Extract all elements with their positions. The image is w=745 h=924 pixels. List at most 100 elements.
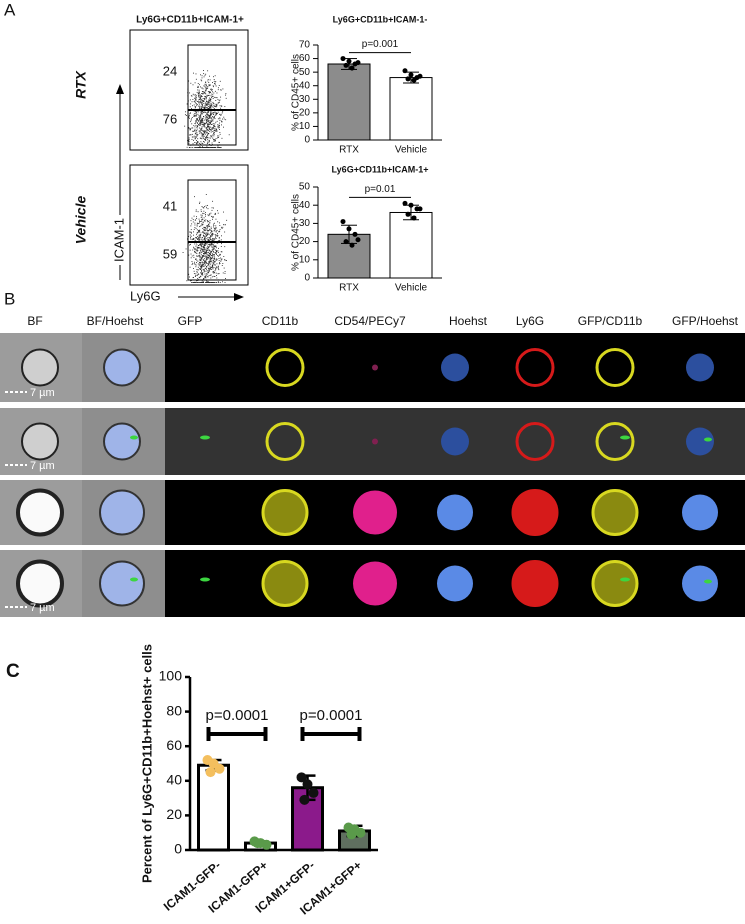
event-dot — [195, 96, 197, 98]
event-dot — [198, 103, 200, 105]
event-dot — [188, 80, 190, 82]
event-dot — [197, 120, 199, 122]
event-dot — [191, 133, 193, 135]
event-dot — [214, 212, 216, 214]
event-dot — [205, 253, 207, 254]
event-dot — [211, 111, 213, 113]
event-dot — [208, 126, 210, 128]
event-dot — [213, 223, 214, 225]
event-dot — [205, 235, 207, 237]
event-dot — [221, 120, 222, 122]
event-dot — [200, 132, 202, 134]
p-value: p=0.01 — [365, 184, 396, 195]
event-dot — [215, 272, 217, 274]
event-dot — [213, 105, 215, 106]
event-dot — [188, 273, 190, 275]
event-dot — [193, 104, 195, 106]
event-dot — [196, 103, 198, 105]
event-dot — [192, 262, 193, 264]
cell — [16, 559, 64, 608]
event-dot — [213, 117, 215, 118]
event-dot — [213, 230, 215, 232]
data-point — [408, 72, 414, 78]
event-dot — [196, 222, 198, 224]
event-dot — [198, 246, 200, 248]
event-dot — [195, 142, 197, 144]
event-dot — [198, 231, 200, 233]
event-dot — [199, 229, 201, 231]
event-dot — [193, 231, 194, 233]
event-dot — [200, 119, 202, 121]
event-dot — [212, 256, 214, 258]
event-dot — [203, 258, 205, 260]
event-dot — [208, 282, 210, 283]
data-point — [349, 242, 355, 248]
event-dot — [206, 225, 208, 227]
event-dot — [219, 133, 221, 135]
event-dot — [212, 120, 214, 122]
event-dot — [208, 245, 210, 247]
event-dot — [207, 94, 209, 96]
event-dot — [212, 91, 213, 93]
scale-bar-label: 7 µm — [30, 387, 55, 399]
event-dot — [203, 131, 204, 133]
cell — [591, 560, 639, 607]
event-dot — [189, 234, 191, 236]
event-dot — [197, 237, 199, 239]
quadrant-percent: 41 — [163, 198, 177, 213]
event-dot — [213, 132, 215, 134]
event-dot — [208, 215, 210, 217]
event-dot — [213, 272, 215, 274]
cell — [261, 489, 309, 536]
arrowhead — [234, 293, 244, 301]
event-dot — [198, 115, 200, 117]
event-dot — [196, 128, 198, 130]
event-dot — [202, 258, 204, 260]
event-dot — [202, 122, 204, 124]
event-dot — [208, 121, 210, 123]
event-dot — [209, 79, 211, 81]
event-dot — [220, 147, 222, 148]
cell — [682, 565, 718, 602]
event-dot — [199, 125, 201, 127]
event-dot — [201, 273, 203, 275]
event-dot — [193, 94, 195, 96]
event-dot — [198, 276, 200, 278]
event-dot — [214, 106, 216, 108]
event-dot — [202, 124, 204, 126]
event-dot — [199, 116, 201, 117]
event-dot — [198, 121, 200, 122]
cell — [16, 488, 64, 537]
event-dot — [212, 262, 214, 264]
event-dot — [214, 118, 216, 120]
event-dot — [186, 280, 188, 282]
event-dot — [204, 243, 206, 245]
event-dot — [202, 110, 203, 112]
event-dot — [200, 267, 202, 269]
event-dot — [212, 247, 214, 249]
event-dot — [217, 98, 219, 100]
event-dot — [213, 125, 215, 127]
event-dot — [198, 102, 200, 104]
event-dot — [210, 229, 212, 231]
event-dot — [201, 128, 203, 130]
event-dot — [205, 90, 207, 92]
event-dot — [193, 115, 195, 117]
event-dot — [189, 231, 191, 233]
event-dot — [192, 249, 194, 251]
event-dot — [199, 254, 201, 256]
event-dot — [197, 100, 199, 102]
cell — [103, 422, 141, 461]
event-dot — [205, 277, 207, 279]
cell — [515, 348, 555, 387]
event-dot — [208, 82, 210, 83]
event-dot — [217, 251, 219, 253]
event-dot — [208, 125, 209, 127]
event-dot — [199, 117, 201, 119]
y-tick-label: 20 — [299, 107, 311, 118]
event-dot — [212, 113, 214, 115]
event-dot — [204, 106, 206, 108]
event-dot — [195, 132, 196, 134]
event-dot — [225, 97, 227, 99]
data-point — [408, 202, 414, 208]
